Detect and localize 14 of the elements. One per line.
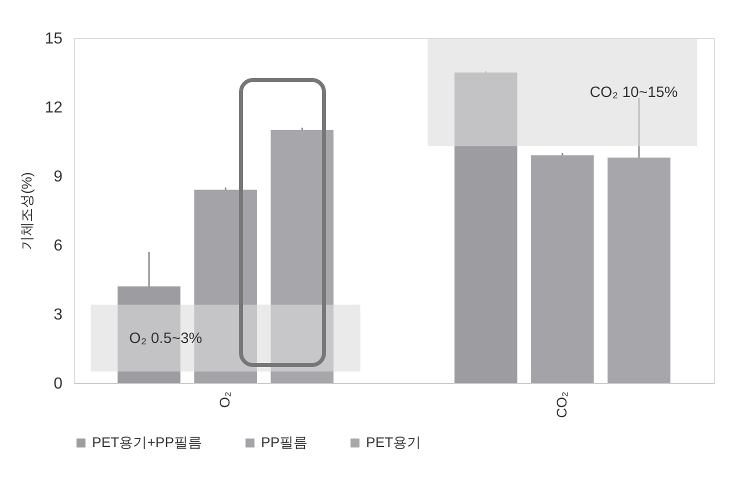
y-tick-label: 0: [54, 376, 63, 392]
band-label: O₂ 0.5~3%: [129, 330, 202, 348]
x-tick-label: O₂: [216, 392, 233, 408]
y-tick-label: 9: [54, 168, 63, 186]
y-tick-label: 6: [54, 238, 63, 254]
x-tick-label: CO₂: [553, 392, 570, 418]
legend-label: PET용기: [366, 434, 422, 450]
y-tick-label: 15: [44, 30, 63, 48]
band-label: CO₂ 10~15%: [590, 84, 678, 102]
y-tick-label: 3: [54, 306, 63, 324]
y-tick-label: 12: [44, 100, 63, 116]
legend-label: PET용기+PP필름: [92, 434, 202, 450]
legend-label: PP필름: [261, 434, 308, 450]
y-axis-title: 기체조성(%): [18, 172, 35, 250]
